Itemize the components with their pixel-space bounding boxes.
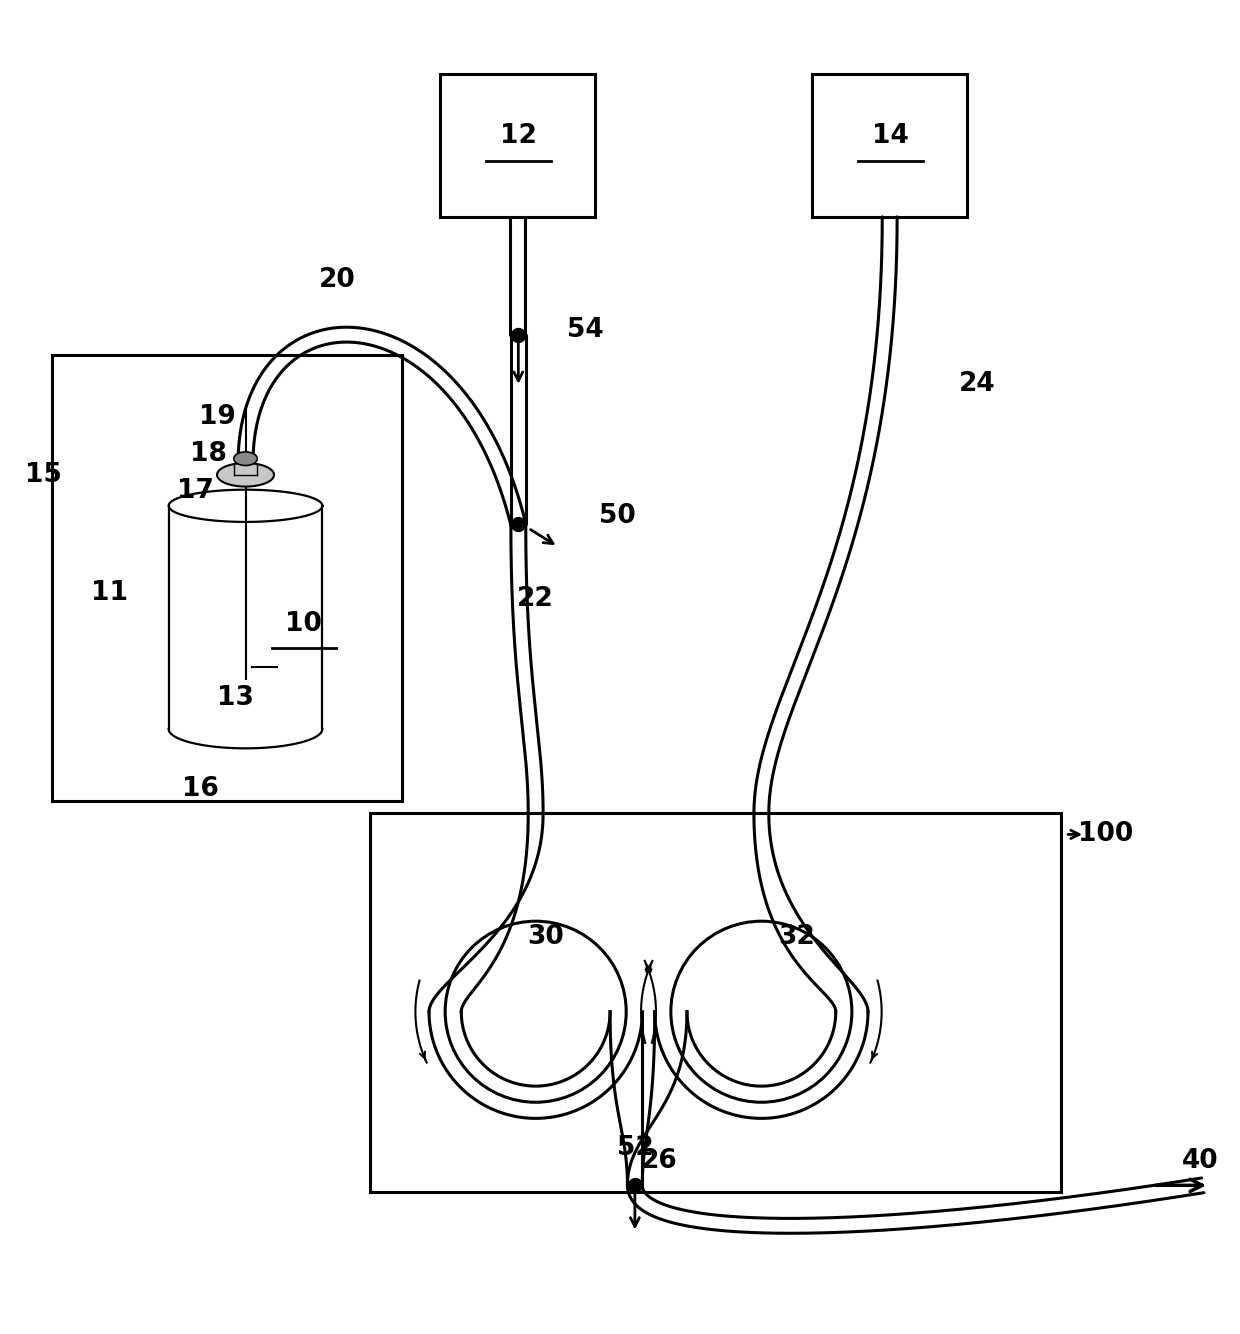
Text: 20: 20 bbox=[319, 267, 356, 293]
Text: 32: 32 bbox=[777, 924, 815, 950]
Text: 19: 19 bbox=[198, 403, 236, 430]
Ellipse shape bbox=[217, 463, 274, 487]
Bar bbox=[370, 814, 1061, 1191]
Text: 26: 26 bbox=[641, 1147, 678, 1174]
Text: 13: 13 bbox=[217, 684, 254, 711]
Text: 54: 54 bbox=[567, 316, 604, 343]
Text: 30: 30 bbox=[527, 924, 564, 950]
Text: 100: 100 bbox=[1079, 822, 1133, 847]
Text: 24: 24 bbox=[959, 371, 996, 398]
Bar bbox=[812, 75, 967, 217]
Text: 14: 14 bbox=[872, 123, 909, 149]
Text: 52: 52 bbox=[616, 1135, 653, 1161]
Text: 22: 22 bbox=[517, 586, 554, 612]
Text: 18: 18 bbox=[190, 440, 227, 467]
Text: 12: 12 bbox=[500, 123, 537, 149]
Text: 50: 50 bbox=[599, 503, 636, 528]
Text: 11: 11 bbox=[91, 579, 128, 606]
Text: 17: 17 bbox=[177, 478, 215, 504]
Bar bbox=[440, 75, 595, 217]
Text: 15: 15 bbox=[25, 462, 62, 488]
Text: 40: 40 bbox=[1182, 1147, 1219, 1174]
Bar bbox=[52, 355, 402, 800]
Ellipse shape bbox=[233, 452, 258, 466]
Text: 16: 16 bbox=[182, 775, 219, 802]
Text: 10: 10 bbox=[285, 611, 322, 636]
